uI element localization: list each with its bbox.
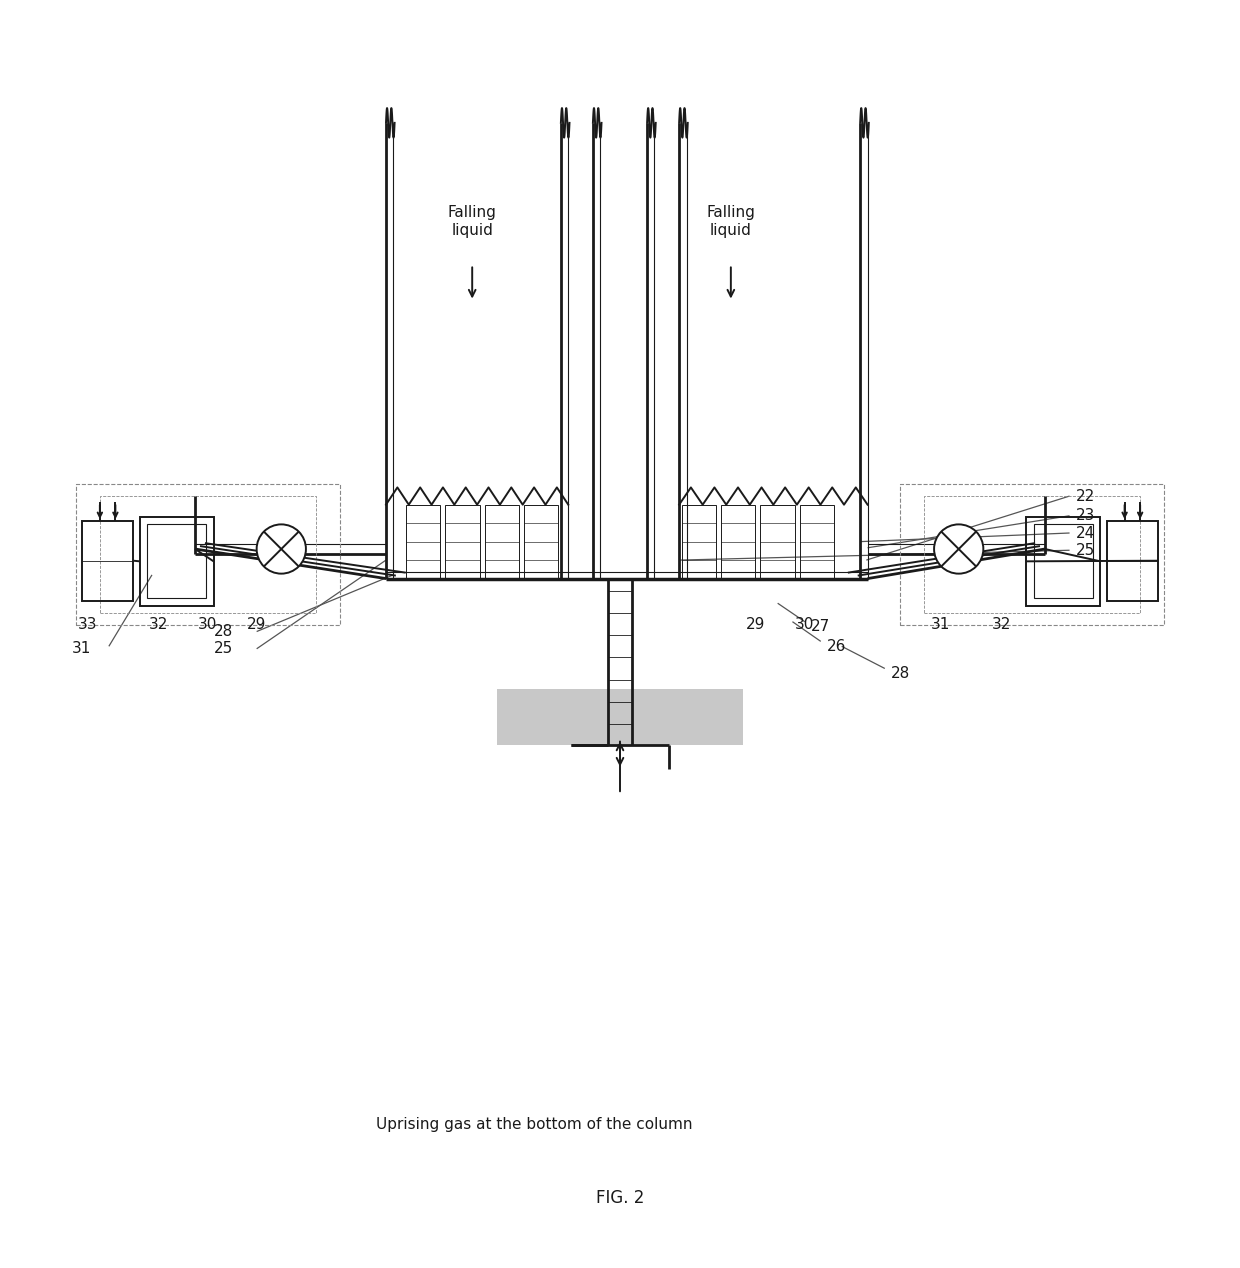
Text: 25: 25 (213, 642, 233, 657)
Text: 31: 31 (930, 616, 950, 631)
Bar (800, 505, 835, 578)
Bar (525, 505, 558, 578)
Bar (445, 505, 480, 578)
Text: 32: 32 (149, 616, 167, 631)
Text: 33: 33 (78, 616, 98, 631)
Bar (1027, 517, 1100, 606)
Text: 29: 29 (745, 616, 765, 631)
Text: 32: 32 (992, 616, 1012, 631)
Bar (1034, 525, 1092, 598)
Text: 31: 31 (72, 642, 92, 657)
Text: 28: 28 (892, 666, 910, 681)
Bar (140, 517, 213, 606)
Circle shape (934, 525, 983, 573)
Bar (924, 496, 1140, 612)
Bar (76, 483, 341, 625)
Text: 28: 28 (213, 624, 233, 639)
Bar (899, 483, 1164, 625)
Text: FIG. 2: FIG. 2 (595, 1189, 645, 1207)
Text: 24: 24 (1076, 525, 1095, 540)
Bar (405, 505, 440, 578)
Text: 27: 27 (811, 619, 830, 634)
Bar (148, 525, 206, 598)
Bar (1106, 521, 1158, 601)
Circle shape (257, 525, 306, 573)
Text: Uprising gas at the bottom of the column: Uprising gas at the bottom of the column (376, 1117, 692, 1132)
Bar (682, 505, 715, 578)
Text: 22: 22 (1076, 488, 1095, 503)
Bar (760, 505, 795, 578)
Text: 29: 29 (247, 616, 267, 631)
Text: 30: 30 (197, 616, 217, 631)
Bar (497, 690, 743, 744)
Text: Falling
liquid: Falling liquid (448, 205, 497, 237)
Bar (485, 505, 520, 578)
Text: 23: 23 (1076, 508, 1095, 524)
Bar (82, 521, 134, 601)
Text: 30: 30 (795, 616, 815, 631)
Text: 25: 25 (1076, 543, 1095, 558)
Bar (720, 505, 755, 578)
Bar (100, 496, 316, 612)
Text: Falling
liquid: Falling liquid (707, 205, 755, 237)
Text: 26: 26 (827, 639, 846, 654)
